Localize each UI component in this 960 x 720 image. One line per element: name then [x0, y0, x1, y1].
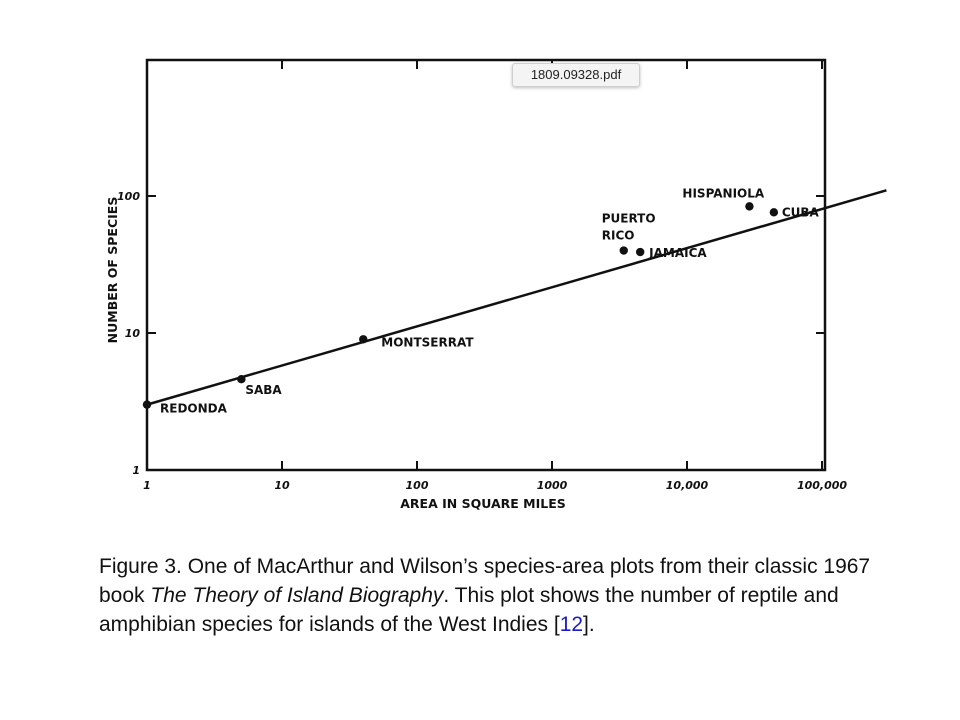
point-label: CUBA — [782, 205, 820, 219]
point-label: HISPANIOLA — [682, 186, 764, 200]
caption-suffix: ]. — [583, 613, 595, 636]
x-tick-label: 1000 — [537, 479, 568, 492]
x-tick-label: 10 — [274, 479, 290, 492]
point-label: MONTSERRAT — [381, 335, 474, 349]
y-axis-title: NUMBER OF SPECIES — [105, 197, 120, 344]
data-point — [619, 246, 628, 255]
point-label: RICO — [602, 229, 635, 243]
data-point — [142, 400, 152, 409]
y-axis-ticks: 1 10 100 — [117, 190, 825, 477]
x-tick-label: 100,000 — [797, 479, 847, 492]
point-label: PUERTO — [602, 212, 656, 226]
x-axis-ticks: 1 10 100 1000 10,000 100,000 — [143, 60, 847, 492]
y-tick-label: 1 — [132, 464, 140, 477]
x-tick-label: 100 — [406, 479, 429, 492]
citation-link[interactable]: 12 — [559, 613, 584, 636]
species-area-chart: 1 10 100 1000 10,000 100,000 1 10 100 REDONDA SA… — [105, 58, 887, 511]
point-label: JAMAICA — [648, 246, 707, 260]
data-point — [769, 208, 779, 217]
point-label: REDONDA — [160, 402, 228, 416]
data-point — [745, 202, 754, 211]
caption-middle: . This plot shows the number of reptile … — [99, 584, 839, 636]
point-label: SABA — [245, 383, 282, 397]
data-point — [359, 335, 368, 344]
x-axis-title: AREA IN SQUARE MILES — [400, 496, 566, 511]
plot-frame — [145, 58, 827, 472]
x-tick-label: 1 — [143, 479, 151, 492]
y-tick-label: 100 — [117, 190, 140, 203]
filename-tooltip: 1809.09328.pdf — [512, 63, 640, 87]
data-points: REDONDA SABA MONTSERRAT PUERTO RICO JAMAICA HI… — [142, 186, 820, 416]
caption-book-title: The Theory of Island Biography — [150, 584, 444, 607]
data-point — [635, 247, 645, 257]
regression-line — [146, 189, 887, 406]
figure-caption: Figure 3. One of MacArthur and Wilson’s … — [99, 552, 879, 639]
x-tick-label: 10,000 — [666, 479, 709, 492]
data-point — [237, 375, 246, 384]
y-tick-label: 10 — [125, 327, 141, 340]
caption-prefix: Figure 3. One of MacArthur and Wilson’s … — [99, 555, 871, 607]
